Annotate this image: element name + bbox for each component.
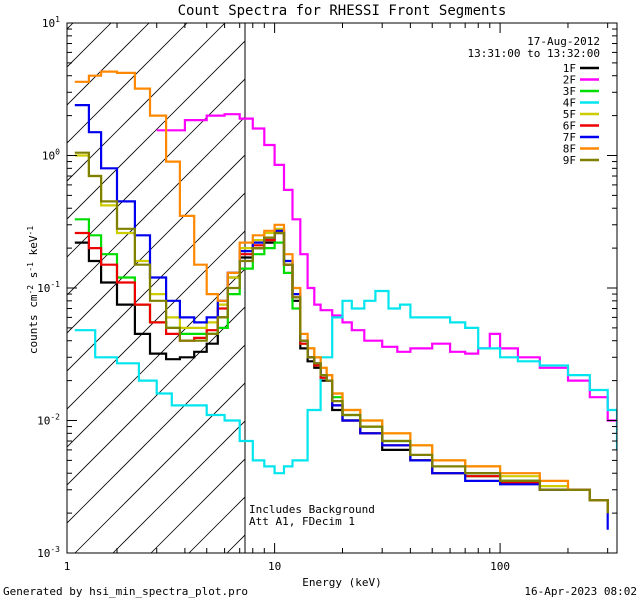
- footer-generated: Generated by hsi_min_spectra_plot.pro: [3, 585, 248, 598]
- hatch-line: [265, 0, 640, 553]
- legend-label-7F: 7F: [563, 131, 576, 144]
- series-line-1F: [74, 231, 609, 514]
- hatch-line: [67, 306, 245, 486]
- x-tick-label: 1: [64, 560, 71, 573]
- hatch-line: [67, 78, 245, 258]
- hatch-line: [67, 23, 112, 68]
- x-axis-label: Energy (keV): [302, 576, 381, 589]
- legend-label-8F: 8F: [563, 143, 576, 156]
- hatch-line: [67, 268, 245, 448]
- date-label: 17-Aug-2012: [527, 35, 600, 48]
- series-line-9F: [74, 151, 609, 514]
- y-tick-label: 10-2: [37, 413, 60, 428]
- x-tick-label: 100: [490, 560, 510, 573]
- hatch-line: [67, 23, 226, 182]
- legend-label-1F: 1F: [563, 62, 576, 75]
- hatch-line: [74, 382, 245, 553]
- legend-label-4F: 4F: [563, 97, 576, 110]
- series-line-5F: [74, 154, 609, 514]
- y-axis-label: counts cm-2 s-1 keV-1: [26, 226, 40, 354]
- series-line-8F: [74, 70, 609, 514]
- hatch-line: [303, 0, 640, 553]
- chart-title: Count Spectra for RHESSI Front Segments: [178, 3, 507, 19]
- hatched-region: [67, 0, 640, 553]
- series-line-2F: [156, 113, 617, 427]
- y-tick-label: 100: [42, 148, 60, 163]
- series-line-3F: [74, 218, 609, 514]
- series-line-4F: [74, 289, 617, 475]
- svg-text:counts cm-2 s-1 keV-1: counts cm-2 s-1 keV-1: [26, 226, 40, 354]
- hatch-line: [67, 23, 150, 106]
- axis-ticks: 1 10 100 10-3 10-2 10-1 100 101: [37, 15, 617, 573]
- hatch-line: [67, 116, 245, 296]
- y-tick-label: 10-3: [37, 545, 60, 560]
- footer-timestamp: 16-Apr-2023 08:02: [524, 585, 637, 598]
- annotation-attenuator: Att A1, FDecim 1: [249, 515, 355, 528]
- y-tick-label: 10-1: [37, 280, 60, 295]
- hatch-line: [226, 534, 245, 553]
- legend-label-9F: 9F: [563, 154, 576, 167]
- hatch-line: [67, 154, 245, 334]
- hatch-line: [341, 0, 640, 553]
- hatch-line: [112, 420, 245, 553]
- x-tick-label: 10: [268, 560, 281, 573]
- hatch-line: [67, 344, 245, 524]
- hatch-line: [67, 230, 245, 410]
- series-line-6F: [74, 229, 609, 514]
- annotation-background: Includes Background: [249, 503, 375, 516]
- hatch-line: [67, 23, 188, 144]
- legend-label-6F: 6F: [563, 120, 576, 133]
- legend-label-2F: 2F: [563, 74, 576, 87]
- time-range-label: 13:31:00 to 13:32:00: [468, 47, 600, 60]
- legend-label-5F: 5F: [563, 108, 576, 121]
- hatch-line: [67, 192, 245, 372]
- hatch-line: [67, 40, 245, 220]
- series-group: [74, 70, 617, 530]
- y-tick-label: 101: [42, 15, 60, 30]
- legend-label-3F: 3F: [563, 85, 576, 98]
